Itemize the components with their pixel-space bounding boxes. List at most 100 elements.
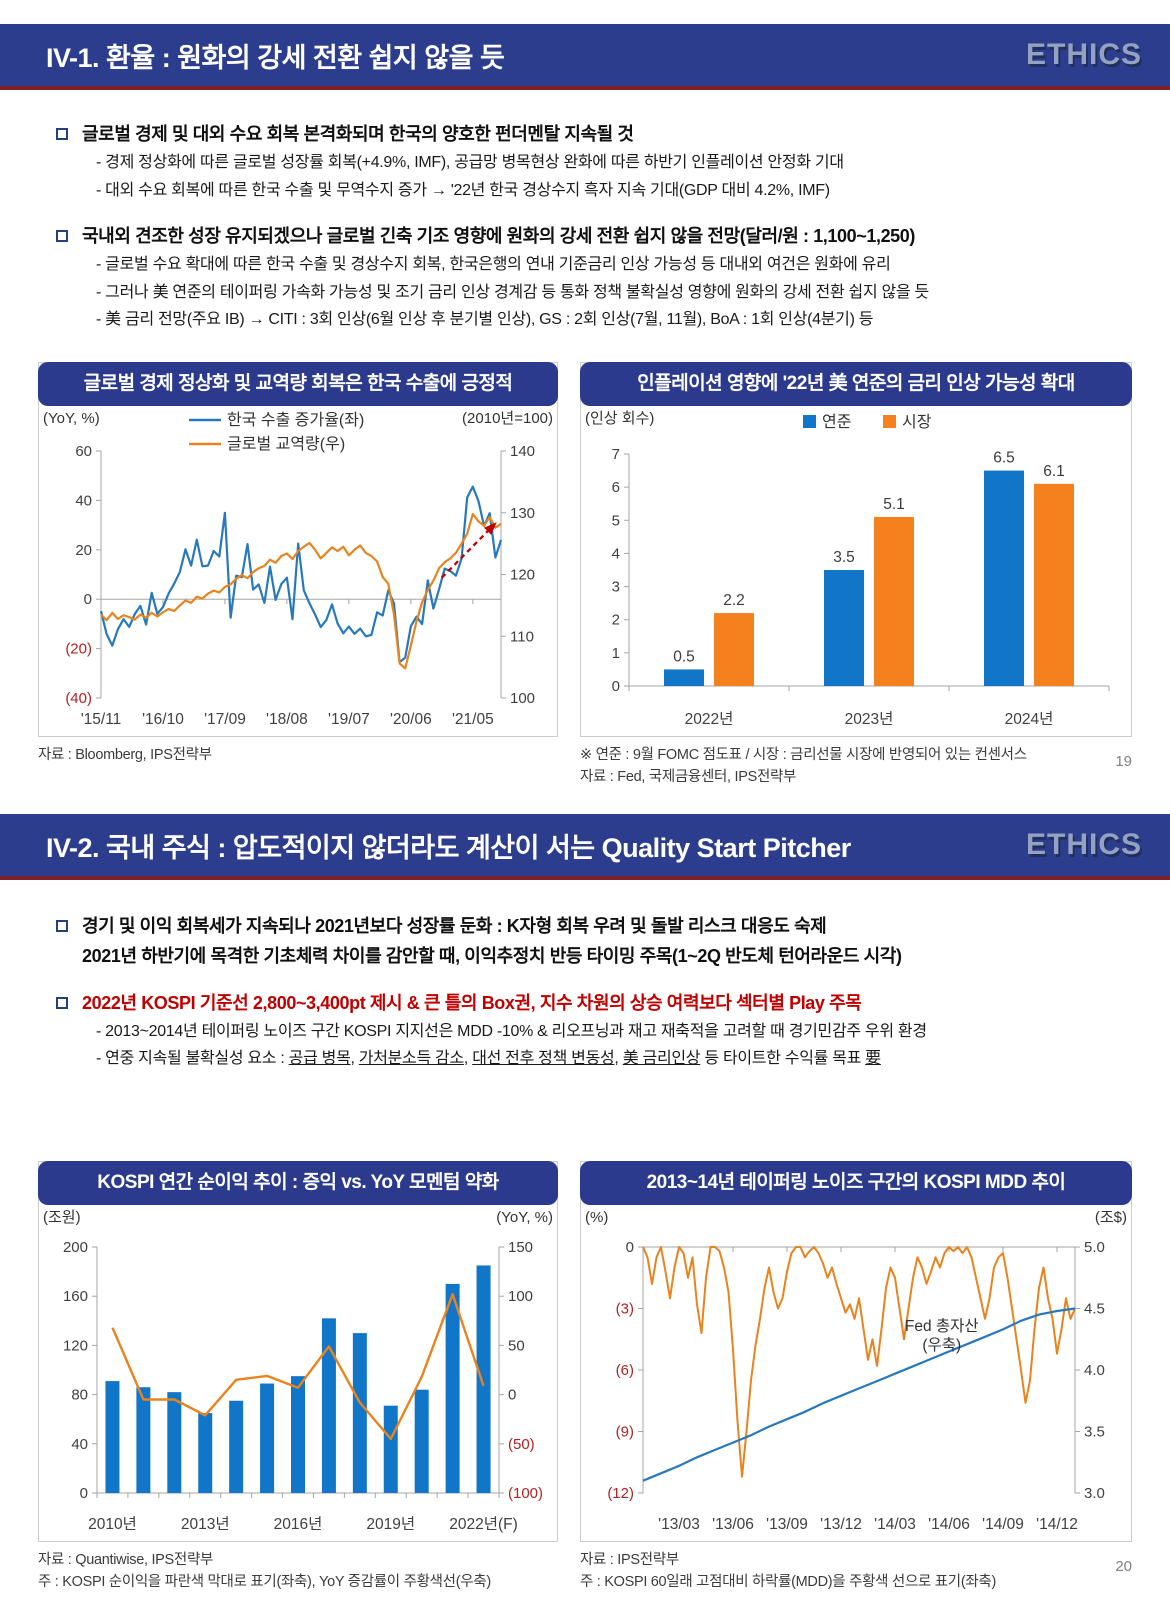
svg-text:40: 40 — [75, 492, 92, 509]
kospi-profit-bar-line-chart: 200 160 120 80 40 0 150 100 50 0 (50) (100) 2010년 201… — [43, 1209, 553, 1533]
svg-text:150: 150 — [508, 1239, 533, 1256]
svg-text:200: 200 — [63, 1239, 88, 1256]
bullet-heading: 글로벌 경제 및 대외 수요 회복 본격화되며 한국의 양호한 펀더멘탈 지속될… — [82, 124, 634, 144]
chart-note: 주 : KOSPI 순이익을 파란색 막대로 표기(좌축), YoY 증감률이 … — [38, 1573, 491, 1590]
svg-text:120: 120 — [510, 566, 535, 583]
svg-text:7: 7 — [612, 446, 620, 463]
page-number: 19 — [1115, 752, 1132, 770]
svg-text:'19/07: '19/07 — [328, 711, 370, 728]
svg-text:5.0: 5.0 — [1084, 1239, 1105, 1256]
chart-title: KOSPI 연간 순이익 추이 : 증익 vs. YoY 모멘텀 약화 — [38, 1160, 558, 1205]
svg-text:'16/10: '16/10 — [142, 711, 184, 728]
svg-text:100: 100 — [510, 690, 535, 707]
bullet-heading: 2022년 KOSPI 기준선 2,800~3,400pt 제시 & 큰 틀의 … — [82, 992, 862, 1013]
svg-text:2023년: 2023년 — [845, 710, 894, 728]
svg-text:0: 0 — [612, 678, 620, 695]
svg-text:(조원): (조원) — [43, 1209, 81, 1226]
chart-source: 자료 : Quantiwise, IPS전략부 — [38, 1551, 214, 1568]
svg-text:'14/06: '14/06 — [928, 1516, 970, 1533]
slide-2-header: IV-2. 국내 주식 : 압도적이지 않더라도 계산이 서는 Quality … — [0, 814, 1170, 877]
page-number: 20 — [1115, 1557, 1132, 1575]
svg-text:(2010년=100): (2010년=100) — [462, 410, 553, 427]
bullet-subline: - 글로벌 수요 확대에 따른 한국 수출 및 경상수지 회복, 한국은행의 연… — [96, 256, 891, 274]
bullet-subline: - 2013~2014년 테이퍼링 노이즈 구간 KOSPI 지지선은 MDD … — [96, 1022, 927, 1040]
svg-text:4.5: 4.5 — [1084, 1300, 1105, 1317]
svg-text:'14/03: '14/03 — [874, 1516, 916, 1533]
svg-text:5: 5 — [612, 512, 620, 529]
bullet-subline: - 그러나 美 연준의 테이퍼링 가속화 가능성 및 조기 금리 인상 경계감 … — [96, 283, 929, 301]
svg-text:(50): (50) — [508, 1436, 535, 1453]
svg-text:120: 120 — [63, 1337, 88, 1354]
svg-text:60: 60 — [75, 443, 92, 460]
slide-1-sources: 자료 : Bloomberg, IPS전략부 ※ 연준 : 9월 FOMC 점도… — [0, 745, 1170, 789]
bullet-heading: 2021년 하반기에 목격한 기초체력 차이를 감안할 때, 이익추정치 반등 … — [82, 945, 902, 966]
bullet-square-icon — [56, 230, 68, 243]
bullet-group: 2022년 KOSPI 기준선 2,800~3,400pt 제시 & 큰 틀의 … — [56, 989, 1140, 1073]
svg-text:3.5: 3.5 — [833, 549, 855, 566]
ethics-logo: ETHICS — [1025, 828, 1142, 862]
svg-text:130: 130 — [510, 505, 535, 522]
svg-text:글로벌 교역량(우): 글로벌 교역량(우) — [227, 435, 345, 453]
svg-text:한국 수출 증가율(좌): 한국 수출 증가율(좌) — [227, 411, 364, 429]
slide-2-sources: 자료 : Quantiwise, IPS전략부 주 : KOSPI 순이익을 파… — [0, 1550, 1170, 1594]
svg-text:2.2: 2.2 — [723, 592, 745, 609]
svg-text:2019년: 2019년 — [366, 1515, 415, 1533]
slide-2-charts: KOSPI 연간 순이익 추이 : 증익 vs. YoY 모멘텀 약화 200 1… — [0, 1160, 1170, 1542]
svg-text:(3): (3) — [616, 1300, 634, 1317]
svg-text:2024년: 2024년 — [1005, 710, 1054, 728]
svg-text:(YoY, %): (YoY, %) — [496, 1209, 553, 1226]
svg-text:(6): (6) — [616, 1362, 634, 1379]
svg-text:'14/12: '14/12 — [1036, 1516, 1078, 1533]
slide-1-charts: 글로벌 경제 정상화 및 교역량 회복은 한국 수출에 긍정적 60 40 20 0(… — [0, 361, 1170, 737]
svg-text:'15/11: '15/11 — [81, 711, 122, 728]
svg-text:'14/09: '14/09 — [982, 1516, 1024, 1533]
svg-text:1: 1 — [612, 645, 620, 662]
svg-text:0: 0 — [626, 1239, 634, 1256]
svg-text:6.5: 6.5 — [993, 449, 1015, 466]
svg-text:'20/06: '20/06 — [390, 711, 432, 728]
chart-title: 2013~14년 테이퍼링 노이즈 구간의 KOSPI MDD 추이 — [580, 1160, 1132, 1205]
kospi-mdd-line-chart: 0 (3) (6) (9) (12) 5.0 4.5 4.0 3.5 3.0 '13/03 '13/0… — [585, 1209, 1127, 1533]
svg-text:(조$): (조$) — [1095, 1209, 1127, 1226]
svg-text:2: 2 — [612, 612, 620, 629]
svg-text:0.5: 0.5 — [673, 648, 695, 665]
svg-text:2016년: 2016년 — [274, 1515, 323, 1533]
svg-text:50: 50 — [508, 1337, 525, 1354]
svg-text:(40): (40) — [65, 690, 92, 707]
svg-text:3.5: 3.5 — [1084, 1423, 1105, 1440]
svg-text:160: 160 — [63, 1288, 88, 1305]
bullet-subline: - 경제 정상화에 따른 글로벌 성장률 회복(+4.9%, IMF), 공급망… — [96, 154, 844, 172]
chart-fed-hikes-box: 인플레이션 영향에 '22년 美 연준의 금리 인상 가능성 확대 7 6 5 4 3 2… — [580, 361, 1132, 737]
svg-text:'21/05: '21/05 — [452, 711, 494, 728]
header-rule — [0, 86, 1170, 90]
slide-1-title: IV-1. 환율 : 원화의 강세 전환 쉽지 않을 듯 — [46, 42, 505, 73]
svg-text:6.1: 6.1 — [1043, 463, 1065, 480]
svg-text:'13/12: '13/12 — [820, 1516, 862, 1533]
bullet-heading: 경기 및 이익 회복세가 지속되나 2021년보다 성장률 둔화 : K자형 회… — [82, 916, 827, 937]
svg-text:80: 80 — [71, 1386, 88, 1403]
svg-text:(인상 회수): (인상 회수) — [585, 410, 654, 427]
header-rule — [0, 876, 1170, 881]
svg-text:'17/09: '17/09 — [204, 711, 246, 728]
slide-2: IV-2. 국내 주식 : 압도적이지 않더라도 계산이 서는 Quality … — [0, 814, 1170, 1593]
svg-text:3: 3 — [612, 578, 620, 595]
bullet-square-icon — [56, 128, 68, 140]
svg-text:(9): (9) — [616, 1423, 634, 1440]
svg-text:'13/09: '13/09 — [766, 1516, 808, 1533]
bullet-heading: 국내외 견조한 성장 유지되겠으나 글로벌 긴축 기조 영향에 원화의 강세 전… — [82, 226, 915, 247]
svg-text:2010년: 2010년 — [88, 1515, 137, 1533]
slide-1-bullets: 글로벌 경제 및 대외 수요 회복 본격화되며 한국의 양호한 펀더멘탈 지속될… — [56, 120, 1140, 334]
svg-text:140: 140 — [510, 443, 535, 460]
svg-text:시장: 시장 — [902, 413, 932, 431]
slide-2-bullets: 경기 및 이익 회복세가 지속되나 2021년보다 성장률 둔화 : K자형 회… — [56, 912, 1140, 1073]
svg-text:0: 0 — [84, 591, 92, 608]
svg-text:0: 0 — [80, 1485, 88, 1502]
chart-kospi-profit-box: KOSPI 연간 순이익 추이 : 증익 vs. YoY 모멘텀 약화 200 1… — [38, 1160, 558, 1542]
svg-text:(20): (20) — [65, 640, 92, 657]
chart-source: 자료 : Bloomberg, IPS전략부 — [38, 746, 212, 763]
svg-text:(YoY, %): (YoY, %) — [43, 410, 100, 427]
korea-exports-line-chart: 60 40 20 0 (20) (40) 140 130 120 110 100 '15/11 '16/… — [43, 410, 553, 728]
ethics-logo: ETHICS — [1025, 38, 1142, 71]
chart-kospi-mdd-box: 2013~14년 테이퍼링 노이즈 구간의 KOSPI MDD 추이 0 (3) (… — [580, 1160, 1132, 1542]
